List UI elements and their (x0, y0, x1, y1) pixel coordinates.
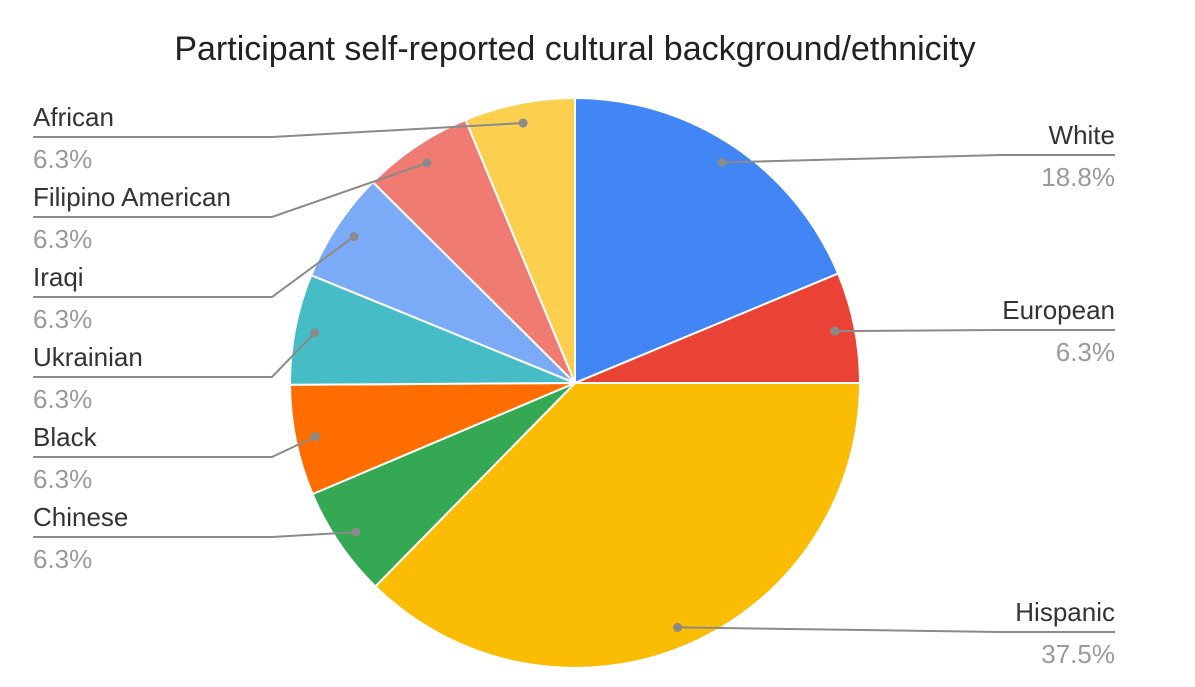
leader-dot-ukrainian (310, 328, 320, 338)
leader-line-chinese (33, 531, 356, 538)
leader-line-white (722, 154, 1115, 164)
slice-label-european: European (1002, 295, 1115, 325)
leader-line-ukrainian (33, 332, 316, 378)
slice-labels: White 18.8% European 6.3% Hispanic 37.5% Chine… (33, 102, 1115, 669)
pie-slices (289, 96, 862, 669)
chart-title: Participant self-reported cultural backg… (174, 30, 975, 68)
leader-line-filipino-american (33, 162, 428, 218)
pie-slice-white (574, 96, 840, 385)
slice-label-african: African (33, 102, 114, 132)
leader-dot-filipino-american (422, 158, 432, 168)
slice-value-ukrainian: 6.3% (33, 384, 92, 414)
leader-line-black (33, 435, 316, 458)
leader-dot-chinese (351, 527, 361, 537)
slice-value-black: 6.3% (33, 464, 92, 494)
slice-label-filipino-american: Filipino American (33, 182, 231, 212)
slice-value-chinese: 6.3% (33, 544, 92, 574)
slice-value-hispanic: 37.5% (1041, 639, 1115, 669)
leader-dot-hispanic (673, 622, 683, 632)
leader-line-african (33, 122, 524, 138)
slice-value-iraqi: 6.3% (33, 304, 92, 334)
leader-dot-white (717, 158, 727, 167)
leader-dot-iraqi (349, 232, 359, 242)
leader-dot-european (830, 326, 840, 336)
slice-label-black: Black (33, 422, 98, 452)
slice-label-ukrainian: Ukrainian (33, 342, 143, 372)
slice-value-white: 18.8% (1041, 162, 1115, 192)
leader-line-hispanic (677, 626, 1115, 633)
leader-dot-african (518, 118, 528, 128)
leader-dot-black (310, 432, 320, 441)
slice-label-white: White (1049, 120, 1115, 150)
slice-label-hispanic: Hispanic (1015, 597, 1115, 627)
pie-slice-hispanic (373, 382, 862, 669)
leader-line-european (834, 329, 1115, 333)
pie-slice-african (464, 96, 576, 384)
slice-value-filipino-american: 6.3% (33, 224, 92, 254)
leader-line-iraqi (33, 235, 355, 298)
slice-value-european: 6.3% (1056, 337, 1115, 367)
slice-label-chinese: Chinese (33, 502, 128, 532)
slice-value-african: 6.3% (33, 144, 92, 174)
slice-label-iraqi: Iraqi (33, 262, 84, 292)
